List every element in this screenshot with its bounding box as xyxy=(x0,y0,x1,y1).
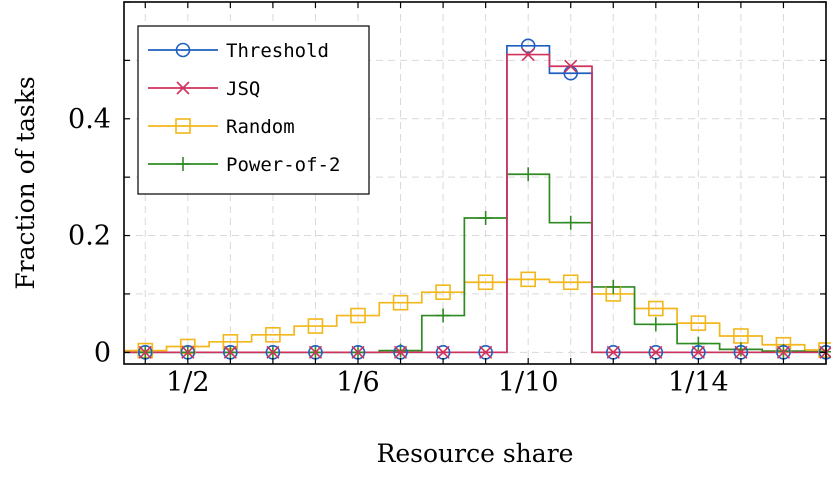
data-point-random xyxy=(690,315,707,331)
data-point-jsq xyxy=(649,345,663,359)
data-point-power-of-2 xyxy=(521,167,536,182)
x-tick-label: 1/2 xyxy=(166,367,209,398)
data-point-power-of-2 xyxy=(436,308,451,323)
data-point-random xyxy=(477,274,494,291)
series-line-random xyxy=(124,278,826,352)
legend-marker xyxy=(175,118,191,134)
data-point-jsq xyxy=(223,345,237,359)
data-point-jsq xyxy=(138,345,152,359)
data-point-random xyxy=(648,300,664,317)
data-point-jsq xyxy=(776,345,791,359)
data-point-random xyxy=(562,274,579,291)
data-point-jsq xyxy=(308,345,323,359)
data-point-random xyxy=(265,327,281,343)
y-tick-label: 0.4 xyxy=(68,104,111,135)
x-tick-label: 1/14 xyxy=(668,367,729,398)
data-point-random xyxy=(307,318,324,334)
y-axis-label: Fraction of tasks xyxy=(11,76,40,289)
legend-marker xyxy=(176,81,190,95)
data-point-jsq xyxy=(521,47,535,62)
data-point-random xyxy=(520,271,536,288)
data-point-jsq xyxy=(266,345,280,359)
data-point-jsq xyxy=(436,345,450,359)
data-point-power-of-2 xyxy=(478,211,493,226)
legend-box xyxy=(137,25,370,195)
legend-label: Random xyxy=(226,116,295,138)
y-tick-label: 0.2 xyxy=(68,221,111,252)
data-point-power-of-2 xyxy=(563,215,578,230)
data-point-threshold xyxy=(520,38,536,54)
legend: Threshold JSQ Random Power-of-2 xyxy=(137,25,370,195)
data-point-jsq xyxy=(479,345,493,359)
data-point-jsq xyxy=(564,59,578,73)
legend-label: Threshold xyxy=(226,40,329,62)
series-line-power-of-2 xyxy=(124,173,826,354)
legend-marker xyxy=(176,157,190,171)
data-point-power-of-2 xyxy=(606,279,621,294)
data-point-jsq xyxy=(181,345,195,359)
data-point-power-of-2 xyxy=(648,317,663,332)
data-point-jsq xyxy=(691,345,705,359)
x-tick-label: 1/10 xyxy=(498,367,559,398)
y-tick-label: 0 xyxy=(94,337,111,368)
axis-ticks: 1/2 1/6 1/10 1/14 0 0.2 0.4 xyxy=(68,1,827,398)
x-axis-label: Resource share xyxy=(377,439,574,468)
data-point-power-of-2 xyxy=(733,342,748,357)
plot-frame xyxy=(123,1,827,365)
data-point-jsq xyxy=(351,345,365,359)
x-tick-label: 1/6 xyxy=(336,367,379,398)
legend-label: Power-of-2 xyxy=(226,154,340,176)
data-point-jsq xyxy=(393,345,408,359)
legend-label: JSQ xyxy=(226,78,260,100)
legend-marker xyxy=(175,42,191,58)
data-point-random xyxy=(350,307,366,324)
data-point-jsq xyxy=(606,345,620,359)
data-point-jsq xyxy=(734,345,748,359)
data-point-random xyxy=(435,284,451,300)
data-point-power-of-2 xyxy=(691,336,706,351)
data-point-random xyxy=(392,294,409,311)
